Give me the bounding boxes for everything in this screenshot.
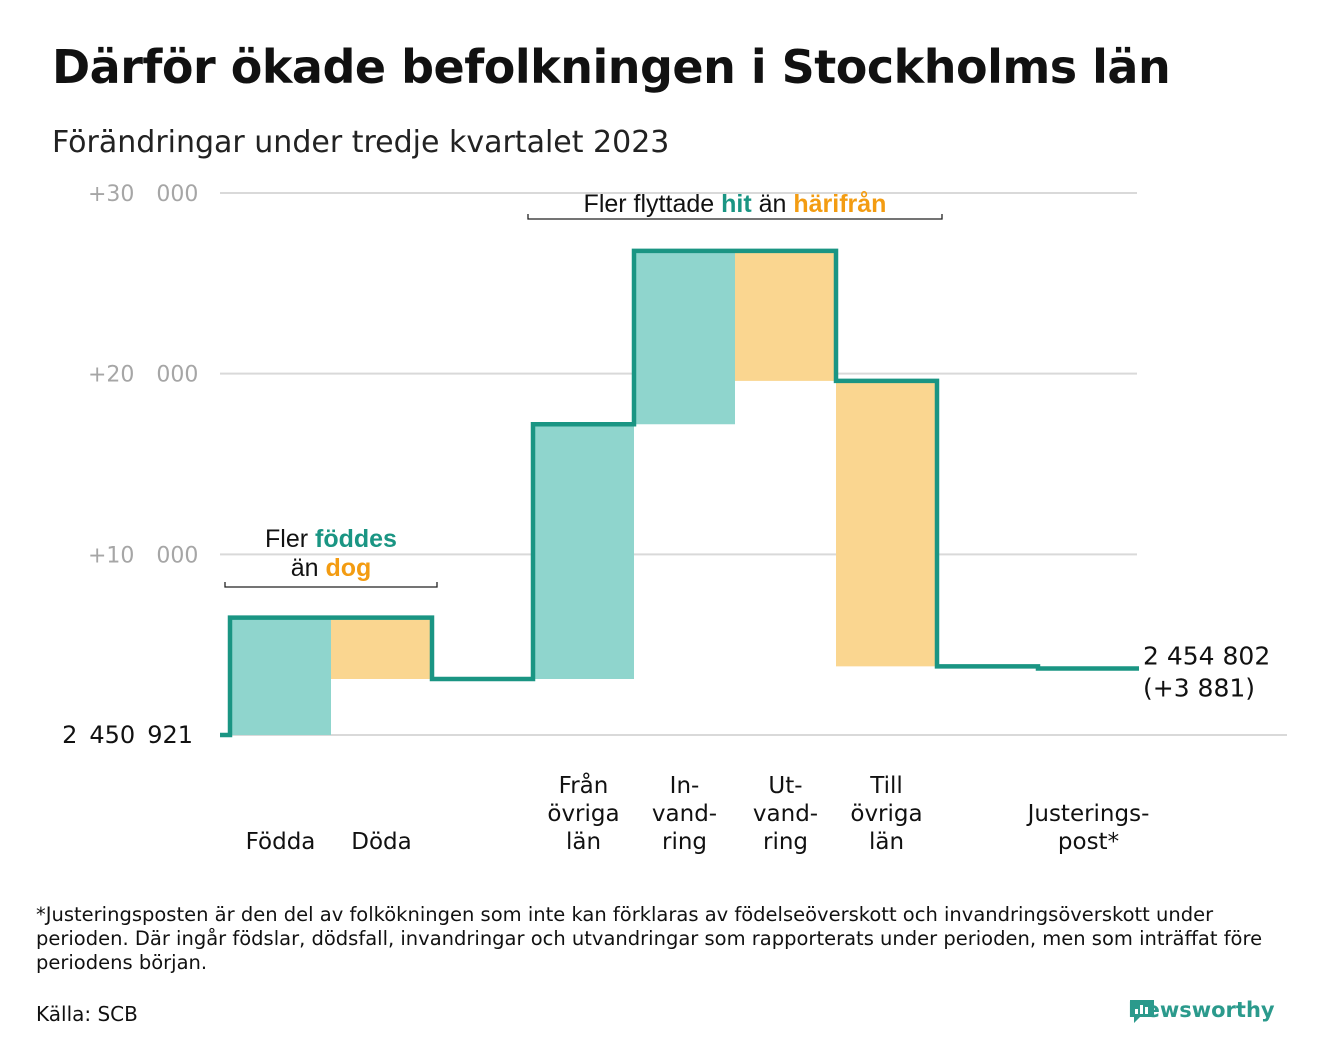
annotation-bracket xyxy=(527,214,943,220)
bar-inflow xyxy=(230,617,331,735)
bar-outflow xyxy=(836,380,937,667)
end-value-label: 2 454 802 xyxy=(1143,641,1270,670)
cumulative-step-line xyxy=(220,248,1139,738)
annotation-text: Fler flyttade hit än härifrån xyxy=(584,190,887,218)
bar-inflow xyxy=(533,424,634,679)
newsworthy-icon xyxy=(1130,1000,1154,1023)
annotation-text: än dog xyxy=(291,554,372,582)
source-label: Källa: SCB xyxy=(36,1002,138,1026)
waterfall-chart: +10 000 +20 000 +30 000 2 450 921 Födda Döda F… xyxy=(62,182,1287,855)
category-label: Födda xyxy=(246,829,316,855)
annotation-bracket xyxy=(224,582,438,588)
category-label: Till övriga län xyxy=(850,773,922,855)
category-label: Från övriga län xyxy=(547,771,619,855)
y-tick-label: +10 000 xyxy=(88,543,198,568)
newsworthy-logo[interactable]: Newsworthy xyxy=(1128,998,1275,1023)
end-change-label: (+3 881) xyxy=(1143,673,1255,702)
bar-inflow xyxy=(634,250,735,425)
start-value-label: 2 450 921 xyxy=(62,721,193,749)
category-label: Ut-vand-ring xyxy=(753,773,818,855)
y-tick-label: +30 000 xyxy=(88,182,198,207)
bar-outflow xyxy=(735,250,836,381)
footnote: *Justeringsposten är den del av folkökni… xyxy=(36,903,1263,974)
category-label: Justerings-post* xyxy=(1026,801,1150,855)
chart-subtitle: Förändringar under tredje kvartalet 2023 xyxy=(52,125,670,160)
chart-title: Därför ökade befolkningen i Stockholms l… xyxy=(52,40,1171,94)
bar-outflow xyxy=(331,617,432,679)
y-tick-label: +20 000 xyxy=(88,363,198,388)
annotation-text: Fler föddes xyxy=(265,525,397,553)
category-label: Döda xyxy=(351,829,411,855)
category-label: In-vand-ring xyxy=(652,773,717,855)
